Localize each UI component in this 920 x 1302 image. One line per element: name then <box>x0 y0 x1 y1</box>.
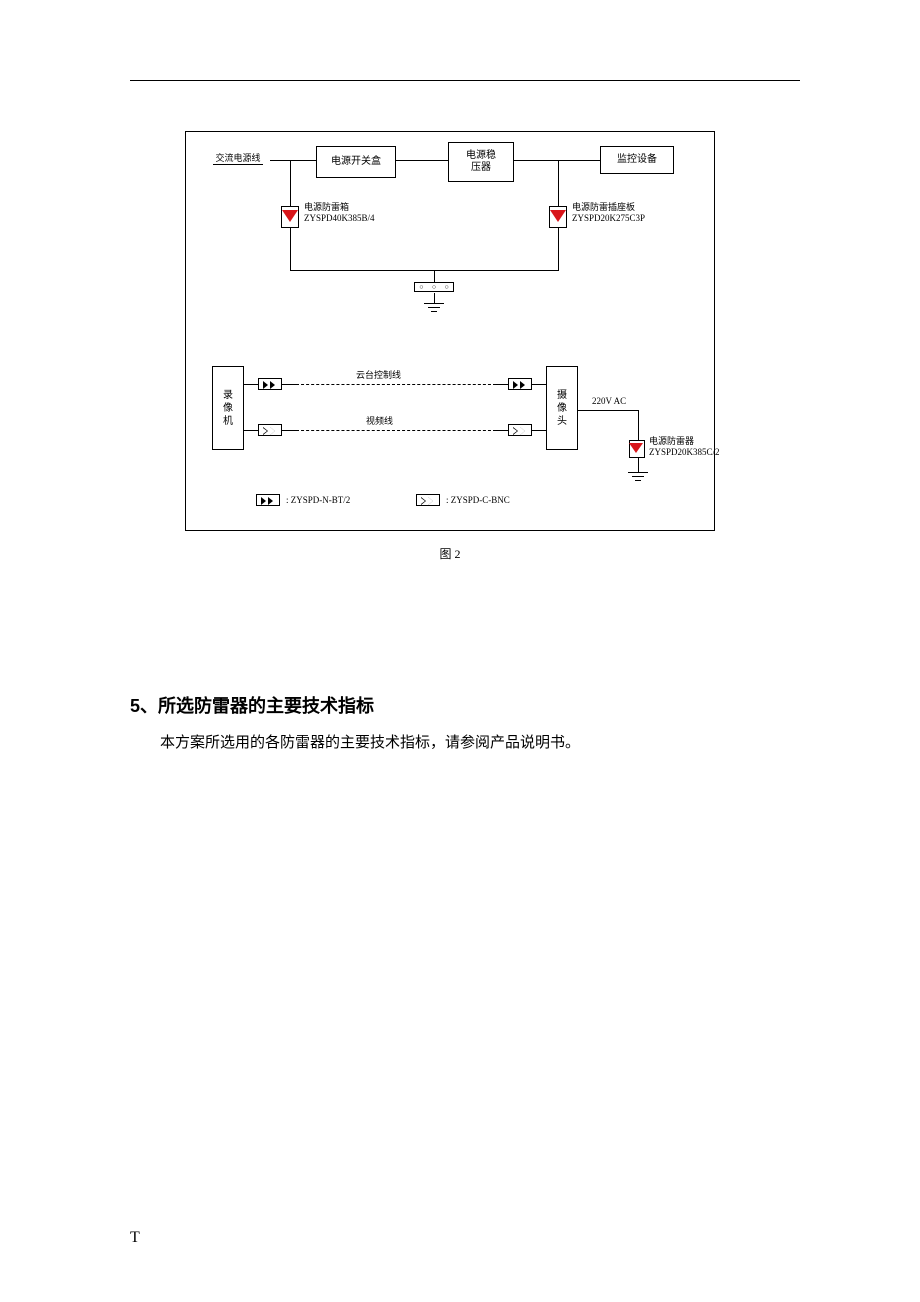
diagram-canvas: 交流电源线 电源开关盒 电源稳 压器 监控设备 <box>185 131 715 531</box>
wire <box>532 384 546 385</box>
wire <box>558 228 559 270</box>
wire <box>638 410 639 442</box>
wire <box>558 160 559 208</box>
connector-bt-icon <box>508 378 532 390</box>
wire <box>290 270 559 271</box>
wire <box>578 410 638 411</box>
spd-right-label: 电源防雷插座板 ZYSPD20K275C3P <box>572 202 645 225</box>
wire-dashed <box>296 384 496 385</box>
top-rule <box>130 80 800 81</box>
spd-right-icon <box>549 206 567 228</box>
spd-camera-label: 电源防雷器 ZYSPD20K385C/2 <box>649 436 720 459</box>
regulator-box: 电源稳 压器 <box>448 142 514 182</box>
spd-left-icon <box>281 206 299 228</box>
wire <box>290 228 291 270</box>
wire <box>244 430 258 431</box>
legend-bt-icon <box>256 494 280 506</box>
wire <box>270 160 316 161</box>
connector-bnc-icon <box>258 424 282 436</box>
wire <box>282 430 296 431</box>
page: 交流电源线 电源开关盒 电源稳 压器 监控设备 <box>0 0 920 1302</box>
wire <box>532 430 546 431</box>
figure-2: 交流电源线 电源开关盒 电源稳 压器 监控设备 <box>185 131 715 562</box>
connector-bnc-icon <box>508 424 532 436</box>
control-line-label: 云台控制线 <box>356 370 401 381</box>
video-line-label: 视频线 <box>366 416 393 427</box>
wire <box>434 293 435 303</box>
section-heading: 5、所选防雷器的主要技术指标 <box>130 692 800 718</box>
figure-caption: 图 2 <box>185 545 715 562</box>
camera-box: 摄 像 头 <box>546 366 578 450</box>
legend-bt-label: : ZYSPD-N-BT/2 <box>286 495 350 506</box>
connector-bt-icon <box>258 378 282 390</box>
switch-box: 电源开关盒 <box>316 146 396 178</box>
wire <box>244 384 258 385</box>
wire <box>496 384 508 385</box>
legend-bnc-label: : ZYSPD-C-BNC <box>446 495 510 506</box>
wire <box>434 270 435 282</box>
inlet-label: 交流电源线 <box>208 150 268 168</box>
recorder-box: 录 像 机 <box>212 366 244 450</box>
spd-left-label: 电源防雷箱 ZYSPD40K385B/4 <box>304 202 375 225</box>
wire <box>290 160 291 208</box>
ground-bar: ○○○ <box>414 282 454 292</box>
monitor-box: 监控设备 <box>600 146 674 174</box>
body-paragraph: 本方案所选用的各防雷器的主要技术指标，请参阅产品说明书。 <box>160 730 800 757</box>
wire <box>496 430 508 431</box>
wire <box>396 160 448 161</box>
page-footer: T <box>130 1229 140 1247</box>
ac-label: 220V AC <box>592 396 626 407</box>
legend-bnc-icon <box>416 494 440 506</box>
spd-camera-icon <box>629 440 645 458</box>
wire-dashed <box>296 430 496 431</box>
wire <box>638 458 639 472</box>
wire <box>514 160 600 161</box>
wire <box>282 384 296 385</box>
